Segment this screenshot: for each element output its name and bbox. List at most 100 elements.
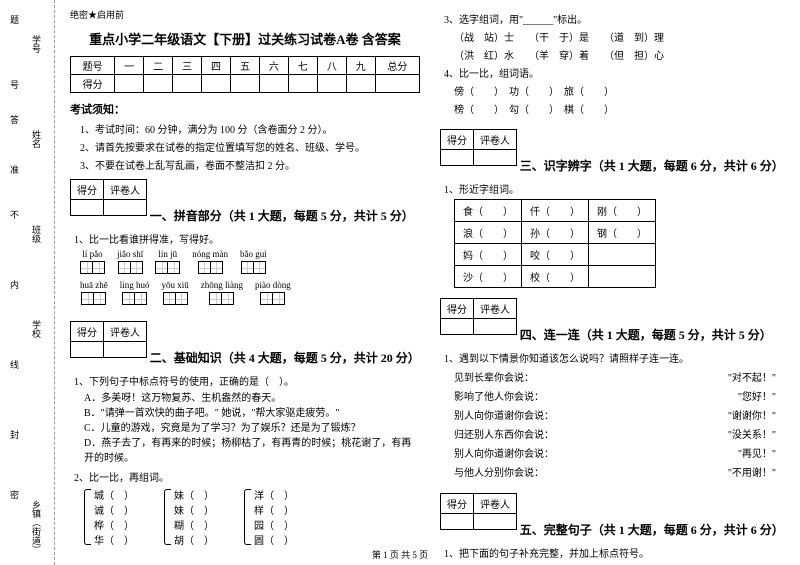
py-item: huā zhē bbox=[80, 280, 108, 308]
py-item: piào dòng bbox=[255, 280, 291, 308]
fill-line: 傍（ ） 功（ ） 旅（ ） bbox=[454, 83, 790, 98]
gb-grader: 评卷人 bbox=[474, 130, 517, 150]
bw: 糊（ ） bbox=[174, 517, 214, 532]
td[interactable] bbox=[202, 75, 231, 93]
s3-q1: 1、形近字组词。 bbox=[444, 181, 790, 196]
section3-title: 三、识字辨字（共 1 大题，每题 6 分，共计 6 分） bbox=[520, 157, 784, 174]
td[interactable] bbox=[231, 75, 260, 93]
ct: 校（ ） bbox=[522, 266, 589, 288]
match-row[interactable]: 见到长辈你会说："对不起！" bbox=[454, 369, 776, 384]
secret-label: 绝密★启用前 bbox=[70, 8, 420, 21]
gb-cell[interactable] bbox=[104, 342, 147, 358]
ml: 影响了他人你会说： bbox=[454, 388, 544, 403]
mr: "没关系！" bbox=[728, 426, 776, 441]
ct: 妈（ ） bbox=[455, 244, 522, 266]
py: zhōng liàng bbox=[201, 280, 243, 290]
ct: 孙（ ） bbox=[522, 222, 589, 244]
grade-box: 得分 评卷人 bbox=[70, 179, 147, 216]
th: 六 bbox=[259, 57, 288, 75]
choice-c[interactable]: C．儿童的游戏，究竟是为了学习？为了娱乐？还是为了锻炼？ bbox=[84, 421, 420, 436]
py-item: zhōng liàng bbox=[201, 280, 243, 308]
mr: "不用谢！" bbox=[728, 464, 776, 479]
pinyin-row2: huā zhē líng huó yōu xiū zhōng liàng pià… bbox=[80, 280, 420, 308]
ct bbox=[589, 244, 656, 266]
bind-lbl: 答 bbox=[8, 115, 21, 124]
td[interactable] bbox=[375, 75, 419, 93]
th: 一 bbox=[115, 57, 144, 75]
bw: 华（ ） bbox=[94, 532, 134, 547]
match-row[interactable]: 与他人分别你会说："不用谢！" bbox=[454, 464, 776, 479]
td[interactable] bbox=[259, 75, 288, 93]
bw: 洋（ ） bbox=[254, 487, 294, 502]
gb-cell[interactable] bbox=[474, 150, 517, 166]
notice-item: 3、不要在试卷上乱写乱画，卷面不整洁扣 2 分。 bbox=[80, 157, 420, 172]
s1-q1: 1、比一比看谁拼得准，写得好。 bbox=[74, 231, 420, 246]
py: piào dòng bbox=[255, 280, 291, 290]
choice-a[interactable]: A．多美呀！这万物复苏、生机盎然的春天。 bbox=[84, 391, 420, 406]
bw: 妹（ ） bbox=[174, 487, 214, 502]
td[interactable] bbox=[173, 75, 202, 93]
match-row[interactable]: 别人向你道谢你会说："谢谢你！" bbox=[454, 407, 776, 422]
py: lín jū bbox=[155, 249, 180, 259]
right-column: 3、选字组词，用"______"标出。 （战 站）士 （干 于）是 （道 到）理… bbox=[440, 8, 790, 563]
bw: 城（ ） bbox=[94, 487, 134, 502]
td[interactable] bbox=[317, 75, 346, 93]
left-column: 绝密★启用前 重点小学二年级语文【下册】过关练习试卷A卷 含答案 题号 一 二 … bbox=[70, 8, 420, 563]
bind-lbl: 号 bbox=[8, 80, 21, 89]
gb-cell[interactable] bbox=[71, 342, 104, 358]
th: 题号 bbox=[71, 57, 115, 75]
bw: 园（ ） bbox=[254, 517, 294, 532]
choice-d[interactable]: D．燕子去了，有再来的时候；杨柳枯了，有再青的时候；桃花谢了，有再开的时候。 bbox=[84, 436, 420, 466]
gb-cell[interactable] bbox=[441, 514, 474, 530]
bind-lbl: 准 bbox=[8, 165, 21, 174]
fill-line: 榜（ ） 勾（ ） 棋（ ） bbox=[454, 101, 790, 116]
py: jiǎo shī bbox=[117, 249, 143, 259]
score-table: 题号 一 二 三 四 五 六 七 八 九 总分 得分 bbox=[70, 56, 420, 93]
td[interactable] bbox=[346, 75, 375, 93]
page-footer: 第 1 页 共 5 页 bbox=[0, 548, 800, 561]
py: yōu xiū bbox=[162, 280, 189, 290]
gb-score: 得分 bbox=[441, 494, 474, 514]
td[interactable] bbox=[288, 75, 317, 93]
field-town: 乡镇（街道） bbox=[30, 500, 43, 554]
mr: "您好！" bbox=[738, 388, 776, 403]
section5-title: 五、完整句子（共 1 大题，每题 6 分，共计 6 分） bbox=[520, 521, 784, 538]
notice-item: 1、考试时间：60 分钟，满分为 100 分（含卷面分 2 分）。 bbox=[80, 121, 420, 136]
td[interactable] bbox=[144, 75, 173, 93]
gb-cell[interactable] bbox=[441, 150, 474, 166]
ct: 钢（ ） bbox=[589, 222, 656, 244]
match-row[interactable]: 影响了他人你会说： "您好！" bbox=[454, 388, 776, 403]
gb-cell[interactable] bbox=[474, 319, 517, 335]
ct: 仟（ ） bbox=[522, 200, 589, 222]
ct: 浪（ ） bbox=[455, 222, 522, 244]
ct: 刚（ ） bbox=[589, 200, 656, 222]
mr: "再见！" bbox=[738, 445, 776, 460]
td[interactable] bbox=[115, 75, 144, 93]
bw: 诚（ ） bbox=[94, 502, 134, 517]
bind-lbl: 内 bbox=[8, 280, 21, 289]
bw: 圆（ ） bbox=[254, 532, 294, 547]
gb-cell[interactable] bbox=[71, 200, 104, 216]
gb-score: 得分 bbox=[441, 130, 474, 150]
py-item: yōu xiū bbox=[162, 280, 189, 308]
gb-score: 得分 bbox=[71, 322, 104, 342]
main-content: 绝密★启用前 重点小学二年级语文【下册】过关练习试卷A卷 含答案 题号 一 二 … bbox=[70, 8, 790, 563]
bind-lbl: 密 bbox=[8, 490, 21, 499]
ct: 咬（ ） bbox=[522, 244, 589, 266]
bw: 样（ ） bbox=[254, 502, 294, 517]
match-row[interactable]: 归还别人东西你会说："没关系！" bbox=[454, 426, 776, 441]
field-name: 姓名 bbox=[30, 130, 43, 148]
ct bbox=[589, 266, 656, 288]
binding-margin: 题 学号 号 答 姓名 准 不 班级 内 学校 线 封 密 乡镇（街道） bbox=[0, 0, 55, 565]
match-row[interactable]: 别人向你道谢你会说："再见！" bbox=[454, 445, 776, 460]
gb-grader: 评卷人 bbox=[104, 180, 147, 200]
notice-heading: 考试须知： bbox=[70, 101, 420, 117]
ct: 食（ ） bbox=[455, 200, 522, 222]
bind-lbl: 线 bbox=[8, 360, 21, 369]
gb-cell[interactable] bbox=[104, 200, 147, 216]
gb-cell[interactable] bbox=[474, 514, 517, 530]
choice-b[interactable]: B．"请弹一首欢快的曲子吧。" 她说，"帮大家驱走疲劳。" bbox=[84, 406, 420, 421]
gb-cell[interactable] bbox=[441, 319, 474, 335]
py: huā zhē bbox=[80, 280, 108, 290]
py: nóng màn bbox=[192, 249, 228, 259]
